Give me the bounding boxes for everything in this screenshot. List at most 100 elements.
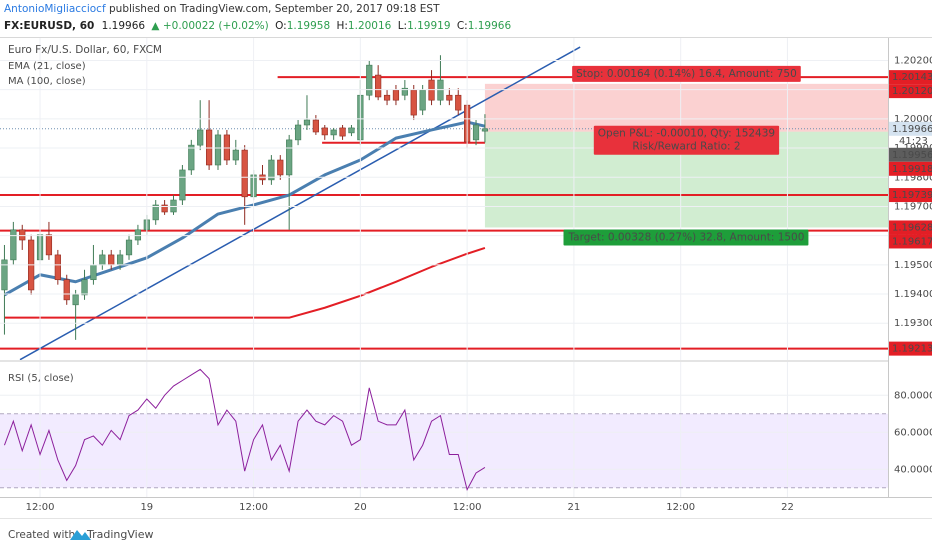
candle-body	[117, 254, 124, 266]
price-label: 1.20120	[892, 86, 932, 97]
ohlc-value: 1.19919	[407, 20, 450, 32]
y-tick-label: 1.19500	[894, 260, 932, 271]
symbol: FX:EURUSD, 60	[4, 20, 94, 32]
pnl-label: Open P&L: -0.00010, Qty: 152439	[598, 128, 775, 140]
price-label: 1.19918	[892, 164, 932, 175]
candle-body	[294, 124, 302, 141]
candle-body	[241, 149, 248, 198]
stop-label: Stop: 0.00164 (0.14%) 16.4, Amount: 750	[576, 68, 797, 80]
countdown: 41:23	[899, 136, 928, 147]
candle-body	[339, 127, 346, 137]
y-tick-label: 60.0000	[894, 427, 932, 438]
candle-body	[81, 279, 88, 296]
y-tick-label: 1.19700	[894, 201, 932, 212]
x-tick-label: 12:00	[666, 502, 695, 513]
candle-body	[134, 229, 142, 241]
candle-body	[330, 129, 337, 136]
price-label-box	[889, 188, 932, 203]
last-price: 1.19966	[102, 20, 146, 32]
target-label-box	[563, 229, 809, 246]
x-tick-label: 22	[781, 502, 794, 513]
pane-title: RSI (5, close)	[8, 373, 74, 384]
overlay-line	[4, 246, 486, 319]
tradingview-logo	[70, 530, 91, 540]
price-label: 1.20143	[892, 72, 932, 83]
candle-body	[348, 127, 355, 134]
candle-body	[419, 89, 426, 111]
header-line-2: FX:EURUSD, 60 1.19966 ▲ +0.00022 (+0.02%…	[4, 20, 511, 32]
y-tick-label: 1.20000	[894, 114, 932, 125]
x-tick-label: 20	[354, 502, 367, 513]
price-label-box	[889, 70, 932, 85]
y-tick-label: 40.0000	[894, 464, 932, 475]
price-label: 1.19213	[892, 344, 932, 355]
footer-brand[interactable]: TradingView	[86, 528, 153, 541]
candle-body	[312, 119, 319, 133]
trendline	[19, 46, 581, 360]
rsi-band	[0, 413, 888, 488]
candle-body	[205, 129, 213, 166]
ohlc-value: 1.20016	[348, 20, 392, 32]
stop-label-box	[572, 65, 801, 82]
candle-body	[54, 254, 61, 281]
x-tick-label: 19	[140, 502, 153, 513]
x-tick-label: 12:00	[239, 502, 268, 513]
candle-body	[401, 87, 408, 96]
ohlc-label: H:	[336, 20, 347, 32]
candle-body	[72, 294, 79, 306]
stop-zone	[484, 83, 888, 132]
x-tick-label: 12:00	[453, 502, 482, 513]
chart-title: Euro Fx/U.S. Dollar, 60, FXCM	[8, 44, 162, 56]
price-label-box	[889, 341, 932, 356]
y-tick-label: 80.0000	[894, 390, 932, 401]
legend-entry: EMA (21, close)	[8, 61, 86, 72]
candle-body	[90, 264, 97, 281]
price-label: 1.19956	[892, 150, 932, 161]
logo-icon	[70, 530, 91, 540]
rsi-pane	[3, 368, 486, 491]
price-label-box	[889, 84, 932, 99]
candle-body	[375, 74, 382, 98]
candle-body	[446, 94, 453, 101]
candle-body	[125, 239, 133, 256]
candle-body	[63, 279, 70, 301]
footer-created: Created with	[8, 529, 75, 541]
candle-body	[286, 139, 293, 176]
rsi-line	[3, 368, 486, 491]
candle-body	[383, 94, 391, 101]
candle-body	[161, 204, 168, 213]
legend-entry: MA (100, close)	[8, 76, 86, 87]
candle-body	[410, 89, 417, 116]
candle-body	[197, 129, 204, 146]
price-label: 1.19617	[892, 236, 932, 247]
price-label: 1.19739	[892, 190, 932, 201]
ohlc-value: 1.19966	[468, 20, 512, 32]
candle-body	[45, 234, 53, 256]
ohlc-label: C:	[457, 20, 468, 32]
candle-body	[108, 254, 115, 266]
author[interactable]: AntonioMigliacciocf	[4, 3, 106, 15]
published: published on TradingView.com, September …	[106, 3, 440, 15]
candle-body	[223, 134, 230, 161]
price-label: 1.19628	[892, 222, 932, 233]
y-tick-label: 1.19300	[894, 318, 932, 329]
candle-body	[455, 94, 462, 111]
header-line-1: AntonioMigliacciocf published on Trading…	[4, 3, 440, 15]
chart-layer: 1.193001.194001.195001.196001.197001.198…	[0, 38, 932, 513]
price-label-box	[889, 147, 932, 162]
candle-body	[179, 169, 186, 201]
pnl-label: Risk/Reward Ratio: 2	[632, 141, 740, 153]
candle-body	[232, 149, 239, 161]
candle-body	[277, 159, 284, 176]
target-label: Target: 0.00328 (0.27%) 32.8, Amount: 15…	[568, 231, 805, 243]
pnl-label-box	[593, 125, 780, 155]
price-label: 1.19966	[892, 124, 932, 135]
candle-body	[481, 128, 489, 132]
candle-body	[152, 204, 159, 221]
candle-body	[188, 144, 195, 171]
candle-body	[268, 159, 275, 181]
x-tick-label: 21	[568, 502, 581, 513]
candle-body	[19, 229, 26, 241]
candle-body	[214, 134, 222, 166]
